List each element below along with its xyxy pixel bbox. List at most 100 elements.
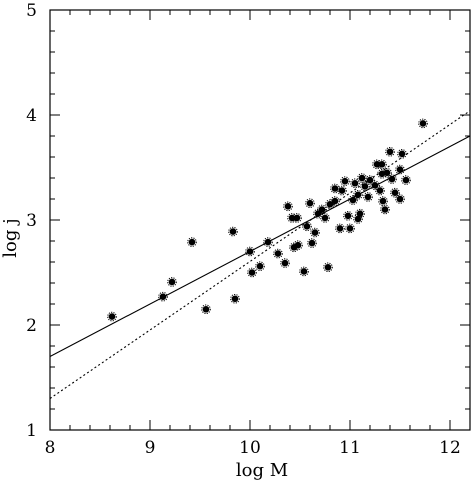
data-point bbox=[293, 214, 301, 222]
data-point bbox=[288, 214, 296, 222]
data-point-halo bbox=[377, 159, 387, 170]
data-point bbox=[351, 179, 359, 187]
data-point bbox=[318, 206, 326, 213]
data-point-halo bbox=[401, 175, 411, 185]
data-point bbox=[386, 148, 394, 156]
data-point-halo bbox=[158, 291, 168, 302]
data-point bbox=[229, 228, 237, 235]
data-point bbox=[383, 169, 391, 177]
data-point bbox=[378, 161, 386, 168]
data-point-halo bbox=[360, 181, 370, 192]
data-point bbox=[311, 229, 319, 236]
data-point bbox=[336, 225, 344, 232]
data-point-halo bbox=[283, 201, 293, 212]
data-point bbox=[248, 269, 256, 276]
data-point bbox=[331, 185, 339, 192]
data-point-halo bbox=[340, 176, 350, 186]
y-tick-label: 4 bbox=[26, 106, 37, 126]
x-tick-label: 10 bbox=[239, 438, 261, 458]
data-point-halo bbox=[380, 204, 390, 215]
data-point bbox=[281, 259, 289, 267]
data-point-halo bbox=[187, 237, 197, 247]
data-point bbox=[300, 268, 308, 275]
y-tick-label: 5 bbox=[26, 1, 37, 21]
data-point-halo bbox=[375, 185, 385, 196]
data-point-halo bbox=[228, 226, 238, 237]
data-point-halo bbox=[317, 204, 327, 215]
data-point bbox=[356, 210, 364, 217]
axis-ticks bbox=[49, 9, 471, 431]
data-point bbox=[371, 182, 379, 189]
data-point bbox=[366, 176, 374, 184]
data-point bbox=[324, 263, 332, 271]
data-point-halo bbox=[307, 238, 317, 248]
data-point-halo bbox=[107, 311, 117, 322]
data-point bbox=[284, 203, 292, 210]
data-point bbox=[314, 210, 322, 217]
fit-line-solid bbox=[50, 135, 470, 357]
data-point-halo bbox=[363, 192, 373, 202]
data-point bbox=[388, 175, 396, 183]
data-point-halo bbox=[335, 223, 345, 234]
data-point-halo bbox=[387, 174, 397, 184]
data-point-halo bbox=[263, 237, 273, 247]
data-point bbox=[202, 305, 210, 313]
data-point bbox=[326, 200, 334, 208]
data-point bbox=[274, 250, 282, 257]
data-point-halo bbox=[330, 183, 340, 194]
data-point bbox=[159, 293, 167, 300]
y-tick-label: 3 bbox=[26, 211, 37, 231]
data-point bbox=[231, 295, 239, 303]
data-point bbox=[308, 239, 316, 247]
data-point-halo bbox=[345, 223, 355, 234]
data-point bbox=[306, 199, 314, 207]
data-point bbox=[338, 187, 346, 194]
data-point-halo bbox=[245, 246, 255, 257]
data-point bbox=[381, 206, 389, 213]
data-point-halo bbox=[280, 258, 290, 268]
data-point bbox=[364, 193, 372, 201]
data-point bbox=[321, 214, 329, 222]
fit-lines bbox=[50, 110, 470, 399]
data-point bbox=[361, 183, 369, 190]
x-tick-label: 8 bbox=[45, 438, 56, 458]
data-point-halo bbox=[310, 227, 320, 238]
data-point bbox=[349, 196, 357, 204]
data-point-halo bbox=[247, 267, 257, 278]
data-point bbox=[373, 161, 381, 168]
data-point-halo bbox=[350, 178, 360, 189]
data-point bbox=[168, 278, 176, 286]
data-point-halo bbox=[305, 198, 315, 208]
data-point-halo bbox=[370, 180, 380, 191]
data-point-halo bbox=[320, 213, 330, 223]
fit-line-dotted bbox=[50, 110, 470, 399]
data-point-halo bbox=[348, 195, 358, 205]
data-point-halo bbox=[353, 190, 363, 200]
data-point-halo bbox=[293, 240, 303, 250]
x-tick-label: 11 bbox=[339, 438, 361, 458]
data-point bbox=[264, 238, 272, 246]
data-point bbox=[246, 248, 254, 255]
data-point-halo bbox=[201, 304, 211, 315]
data-point bbox=[188, 238, 196, 246]
data-point-halo bbox=[313, 208, 323, 219]
data-point bbox=[354, 191, 362, 199]
data-point-halo bbox=[382, 167, 392, 178]
data-point bbox=[396, 195, 404, 203]
data-point-halo bbox=[330, 196, 340, 206]
y-axis-label: log j bbox=[0, 218, 21, 257]
data-point bbox=[402, 176, 410, 184]
data-point-halo bbox=[397, 149, 407, 159]
data-point-halo bbox=[390, 187, 400, 198]
data-point bbox=[331, 197, 339, 205]
data-point-halo bbox=[378, 196, 388, 206]
data-point-halo bbox=[230, 293, 240, 304]
data-points bbox=[107, 118, 428, 322]
data-point-halo bbox=[273, 248, 283, 259]
data-point bbox=[398, 150, 406, 158]
data-point bbox=[341, 177, 349, 185]
data-point-halo bbox=[343, 211, 353, 221]
data-point bbox=[419, 120, 427, 127]
x-tick-label: 9 bbox=[145, 438, 156, 458]
